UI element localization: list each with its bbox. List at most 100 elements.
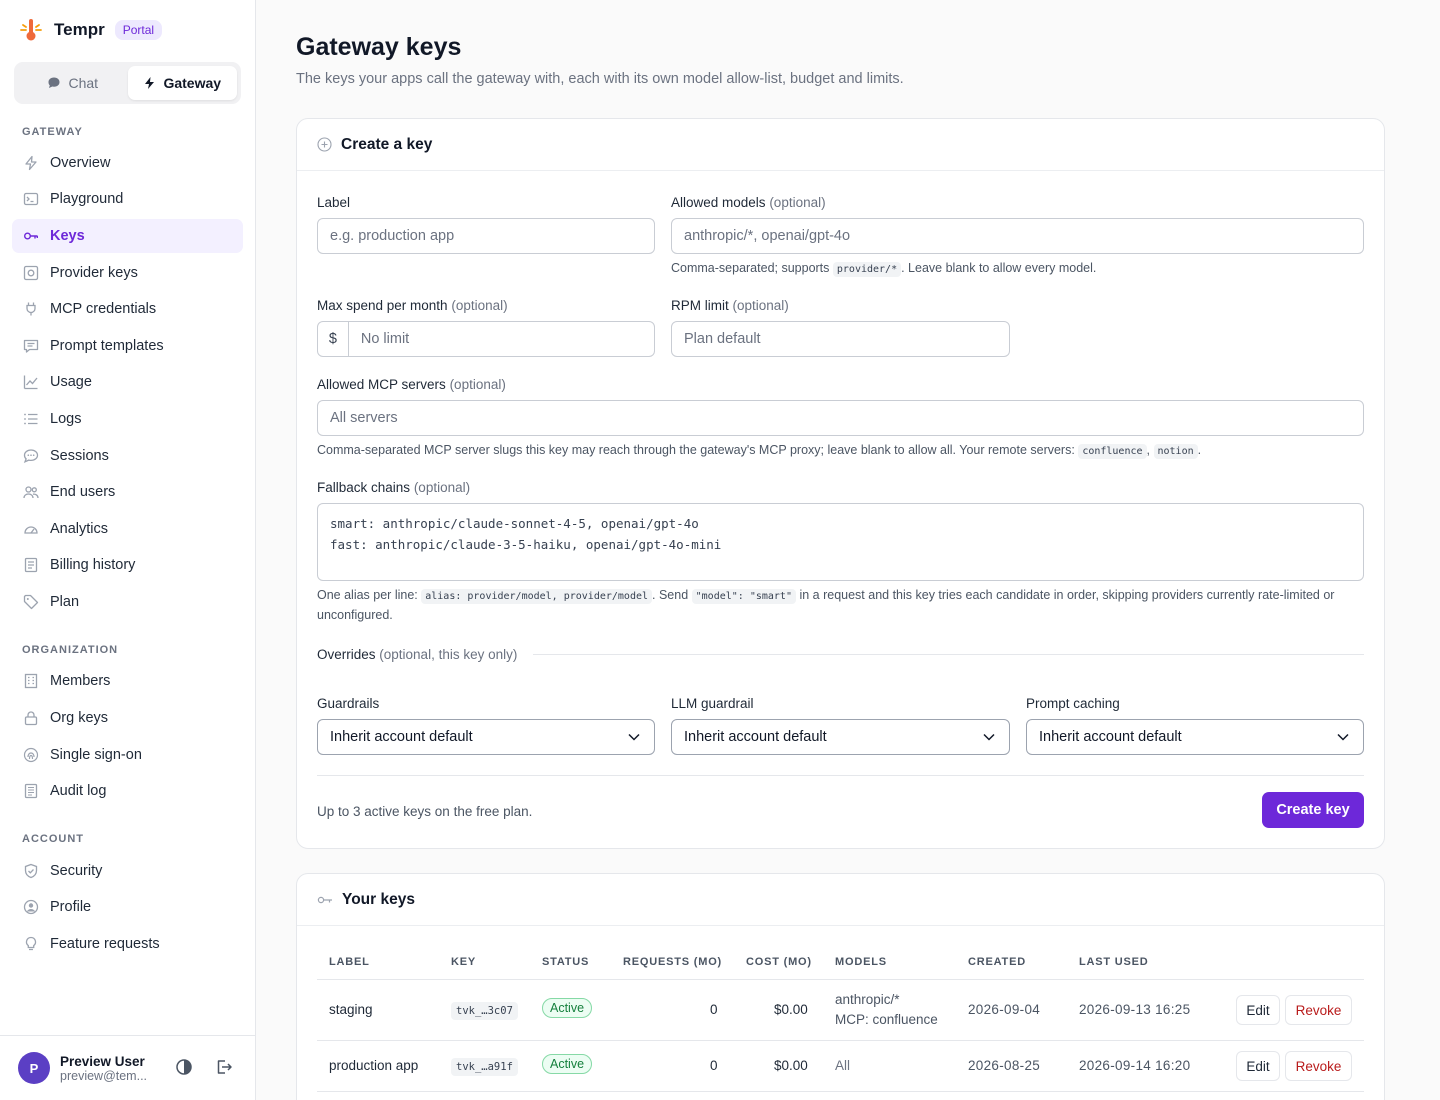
key-label: staging: [329, 1002, 373, 1017]
label-field[interactable]: [317, 218, 655, 254]
sidebar-item-usage[interactable]: Usage: [12, 365, 243, 399]
organization-section-heading: ORGANIZATION: [22, 644, 119, 656]
sidebar-item-members[interactable]: Members: [12, 664, 243, 698]
fallback-textarea[interactable]: smart: anthropic/claude-sonnet-4-5, open…: [317, 503, 1364, 581]
code-chip: alias: provider/model, provider/model: [421, 589, 653, 604]
brand[interactable]: Tempr Portal: [18, 16, 163, 44]
sidebar-item-label: Members: [50, 673, 111, 689]
sidebar-item-billing-history[interactable]: Billing history: [12, 548, 243, 582]
column-header-key: KEY: [451, 956, 477, 968]
rpm-field[interactable]: [671, 321, 1010, 357]
models-field[interactable]: [671, 218, 1364, 254]
message-square-icon: [22, 337, 40, 355]
chat-mode-button[interactable]: Chat: [18, 66, 128, 100]
sidebar-item-playground[interactable]: Playground: [12, 182, 243, 216]
sidebar-item-overview[interactable]: Overview: [12, 146, 243, 180]
sidebar-item-label: Keys: [50, 228, 85, 244]
cost-value: $0.00: [774, 1058, 808, 1073]
sidebar-item-label: Playground: [50, 191, 124, 207]
portal-badge: Portal: [114, 20, 163, 40]
overrides-heading: Overrides (optional, this key only): [317, 647, 518, 662]
server-chip: confluence: [1078, 444, 1147, 459]
receipt-icon: [22, 556, 40, 574]
lightning-icon: [145, 77, 155, 89]
sidebar-item-single-sign-on[interactable]: Single sign-on: [12, 738, 243, 772]
spend-input[interactable]: [360, 331, 654, 347]
lightbulb-icon: [22, 935, 40, 953]
guardrails-label: Guardrails: [317, 696, 380, 711]
sign-out-icon[interactable]: [215, 1058, 233, 1076]
fallback-field-label: Fallback chains (optional): [317, 480, 471, 495]
column-header-requests: REQUESTS (MO): [623, 956, 723, 968]
create-key-button[interactable]: Create key: [1262, 792, 1364, 828]
models-value: anthropic/*: [835, 992, 900, 1007]
code-chip: provider/*: [832, 262, 902, 277]
key-prefix: tvk_…a91f: [451, 1058, 518, 1076]
mcp-input[interactable]: [330, 410, 1363, 426]
sidebar-item-plan[interactable]: Plan: [12, 585, 243, 619]
header-divider: [317, 979, 1364, 980]
sidebar-item-audit-log[interactable]: Audit log: [12, 774, 243, 808]
mode-switch: Chat Gateway: [14, 62, 241, 104]
label-field-label: Label: [317, 195, 351, 210]
guardrails-select[interactable]: Inherit account default: [317, 719, 655, 755]
created-date: 2026-09-04: [968, 1002, 1041, 1017]
brand-name: Tempr: [54, 20, 105, 39]
sidebar-item-feature-requests[interactable]: Feature requests: [12, 927, 243, 961]
spend-field[interactable]: $: [317, 321, 655, 357]
server-chip: notion: [1153, 444, 1198, 459]
tag-icon: [22, 593, 40, 611]
sidebar-item-logs[interactable]: Logs: [12, 402, 243, 436]
create-key-card: Create a key Label Allowed models (optio…: [296, 118, 1385, 849]
sidebar-item-label: End users: [50, 484, 116, 500]
sidebar-item-security[interactable]: Security: [12, 854, 243, 888]
sidebar-item-prompt-templates[interactable]: Prompt templates: [12, 329, 243, 363]
mcp-field[interactable]: [317, 400, 1364, 436]
column-header-created: CREATED: [968, 956, 1026, 968]
code-chip: "model": "smart": [691, 589, 796, 604]
edit-button[interactable]: Edit: [1236, 1051, 1280, 1081]
created-date: 2026-08-25: [968, 1058, 1041, 1073]
footer-divider: [317, 775, 1364, 776]
column-header-label: LABEL: [329, 956, 370, 968]
sidebar-item-analytics[interactable]: Analytics: [12, 512, 243, 546]
sidebar-item-org-keys[interactable]: Org keys: [12, 701, 243, 735]
sidebar-item-label: MCP credentials: [50, 301, 157, 317]
sidebar: Tempr Portal Chat Gateway GATEWAY Overvi…: [0, 0, 256, 1100]
column-header-models: MODELS: [835, 956, 887, 968]
sidebar-item-provider-keys[interactable]: Provider keys: [12, 256, 243, 290]
sidebar-item-sessions[interactable]: Sessions: [12, 439, 243, 473]
mcp-help: Comma-separated MCP server slugs this ke…: [317, 443, 1202, 459]
gateway-mode-button[interactable]: Gateway: [127, 66, 237, 100]
chevron-down-icon: [983, 733, 995, 741]
sidebar-item-mcp-credentials[interactable]: MCP credentials: [12, 292, 243, 326]
page-title: Gateway keys: [296, 33, 462, 61]
llm-guardrail-label: LLM guardrail: [671, 696, 754, 711]
spend-field-label: Max spend per month (optional): [317, 298, 508, 313]
label-input[interactable]: [330, 228, 654, 244]
rpm-input[interactable]: [684, 331, 1009, 347]
llm-guardrail-select[interactable]: Inherit account default: [671, 719, 1010, 755]
avatar[interactable]: P: [18, 1052, 50, 1084]
rpm-field-label: RPM limit (optional): [671, 298, 789, 313]
sidebar-item-profile[interactable]: Profile: [12, 890, 243, 924]
key-prefix: tvk_…3c07: [451, 1002, 518, 1020]
edit-button[interactable]: Edit: [1236, 995, 1280, 1025]
your-keys-card: Your keys LABEL KEY STATUS REQUESTS (MO)…: [296, 873, 1385, 1100]
models-input[interactable]: [684, 228, 1363, 244]
revoke-button[interactable]: Revoke: [1285, 1051, 1352, 1081]
key-icon: [22, 227, 40, 245]
row-divider: [317, 1091, 1364, 1092]
user-bar: P Preview User preview@tem...: [0, 1035, 255, 1100]
sidebar-item-label: Logs: [50, 411, 82, 427]
prompt-caching-select[interactable]: Inherit account default: [1026, 719, 1364, 755]
models-value: All: [835, 1058, 851, 1073]
sidebar-item-label: Plan: [50, 594, 80, 610]
theme-toggle-icon[interactable]: [175, 1058, 193, 1076]
sidebar-item-end-users[interactable]: End users: [12, 475, 243, 509]
revoke-button[interactable]: Revoke: [1285, 995, 1352, 1025]
user-name: Preview User: [60, 1053, 145, 1069]
user-email: preview@tem...: [60, 1068, 148, 1083]
user-info[interactable]: Preview User preview@tem...: [60, 1054, 147, 1083]
sidebar-item-keys[interactable]: Keys: [12, 219, 243, 253]
